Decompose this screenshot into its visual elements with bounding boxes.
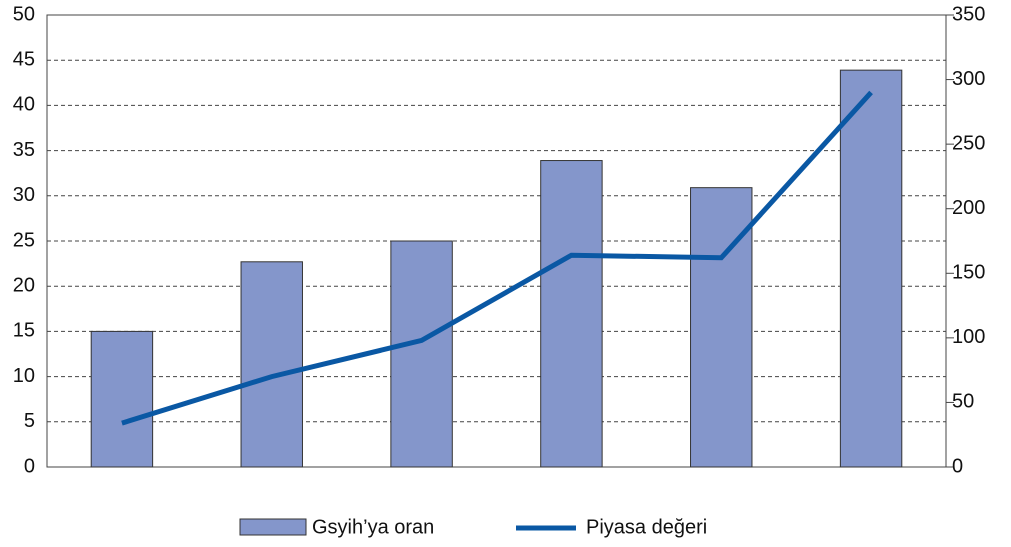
- y2-tick-label: 350: [952, 3, 985, 25]
- y2-tick-label: 150: [952, 262, 985, 284]
- y2-tick-label: 300: [952, 68, 985, 90]
- bar: [839, 69, 903, 468]
- bar: [540, 160, 603, 468]
- legend-swatch: [239, 518, 307, 536]
- y-tick-label: 10: [13, 365, 35, 387]
- y-tick-label: 5: [24, 410, 35, 432]
- y-tick-label: 40: [13, 94, 35, 116]
- plot-frame: [46, 14, 947, 468]
- y2-tick-label: 50: [952, 391, 974, 413]
- bar: [690, 187, 753, 468]
- y-tick-label: 35: [13, 139, 35, 161]
- y-tick-label: 30: [13, 184, 35, 206]
- y2-tick-label: 100: [952, 326, 985, 348]
- y-tick-label: 15: [13, 320, 35, 342]
- y-tick-label: 45: [13, 48, 35, 70]
- y-tick-label: 50: [13, 3, 35, 25]
- legend-label: Gsyih’ya oran: [312, 516, 434, 538]
- y2-tick-label: 250: [952, 132, 985, 154]
- bar: [390, 240, 453, 468]
- legend-label: Piyasa değeri: [586, 516, 707, 538]
- bar: [90, 330, 154, 468]
- y-tick-label: 25: [13, 229, 35, 251]
- y-tick-label: 20: [13, 274, 35, 296]
- y2-tick-label: 200: [952, 197, 985, 219]
- bar: [240, 261, 303, 468]
- y2-tick-label: 0: [952, 455, 963, 477]
- line: [121, 90, 873, 426]
- y-tick-label: 0: [24, 455, 35, 477]
